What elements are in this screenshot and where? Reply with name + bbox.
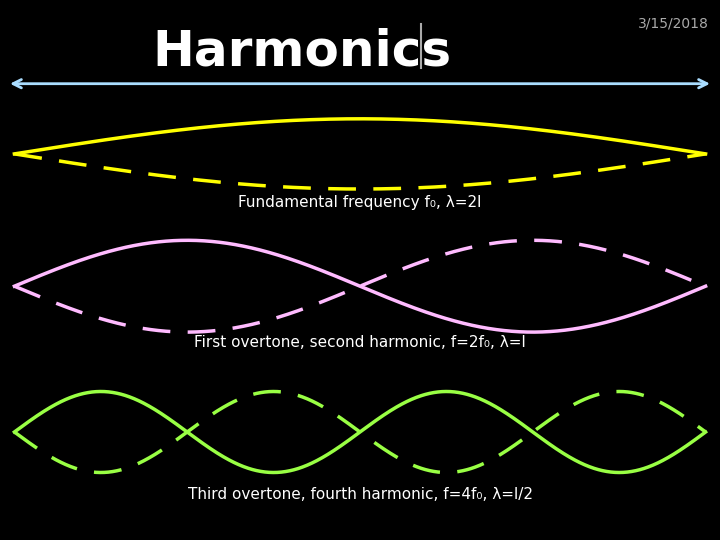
Text: Fundamental frequency f₀, λ=2l: Fundamental frequency f₀, λ=2l [238,195,482,210]
Text: First overtone, second harmonic, f=2f₀, λ=l: First overtone, second harmonic, f=2f₀, … [194,335,526,350]
Text: Third overtone, fourth harmonic, f=4f₀, λ=l/2: Third overtone, fourth harmonic, f=4f₀, … [187,487,533,502]
Text: 3/15/2018: 3/15/2018 [639,16,709,30]
Text: Harmonics: Harmonics [153,27,452,75]
